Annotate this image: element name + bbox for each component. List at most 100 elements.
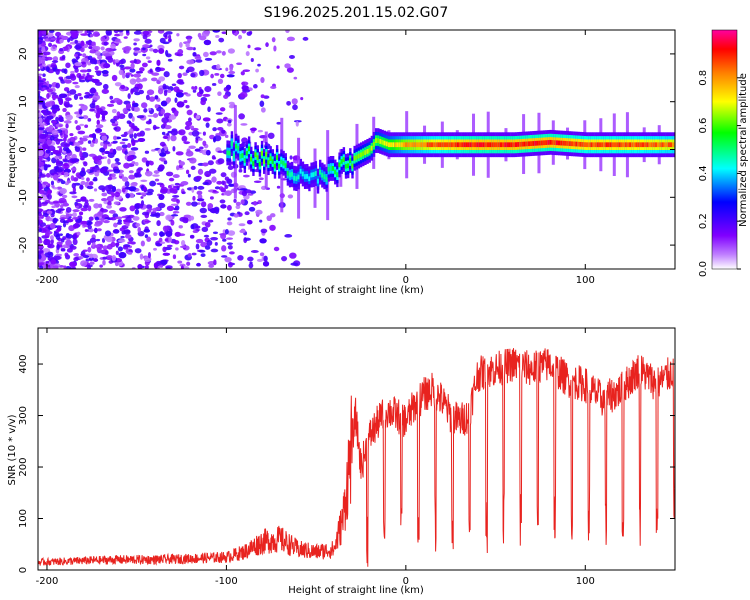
spectrogram-noise-cell (178, 129, 186, 136)
spectrogram-noise-cell (61, 54, 66, 60)
spectrogram-noise-cell (72, 81, 79, 85)
spectrogram-noise-cell (96, 228, 102, 232)
spectrogram-noise-cell (94, 128, 103, 133)
spectrogram-noise-cell (51, 104, 60, 110)
spectrogram-noise-cell (101, 197, 108, 202)
spectrogram-noise-cell (89, 261, 95, 265)
spectrogram-noise-cell (220, 187, 226, 193)
spectrogram-noise-cell (170, 134, 177, 142)
spectrogram-noise-cell (227, 244, 233, 250)
spectrogram-noise-cell (220, 255, 228, 258)
spectrogram-noise-cell (204, 221, 211, 228)
spectrogram-noise-cell (139, 253, 144, 260)
spectrogram-noise-cell (92, 31, 100, 37)
spectrogram-noise-cell (214, 186, 220, 190)
spectrogram-noise-cell (166, 205, 175, 212)
spectrogram-ridge-cell (355, 154, 359, 160)
spectrogram-ridge-cell (237, 145, 240, 151)
spectrogram-noise-cell (171, 83, 177, 87)
spectrogram-noise-cell (38, 50, 43, 56)
spectrogram-noise-cell (293, 76, 298, 80)
spectrogram-noise-cell (192, 195, 196, 201)
spectrogram-noise-cell (161, 131, 166, 136)
spectrogram-noise-cell (239, 188, 248, 191)
spectrogram-noise-cell (50, 92, 57, 95)
spectrogram-noise-cell (163, 160, 168, 165)
spectrogram-noise-cell (74, 202, 83, 209)
spectrogram-ridge-cell (344, 163, 348, 169)
spectrogram-noise-cell (144, 265, 149, 269)
spectrogram-noise-cell (93, 203, 100, 209)
spectrogram-noise-cell (38, 112, 42, 118)
spectrogram-noise-cell (162, 246, 167, 253)
spectrogram-noise-cell (118, 69, 124, 76)
spectrogram-ridge-cell (594, 142, 598, 148)
spectrogram-noise-cell (46, 139, 53, 145)
spectrogram-noise-cell (93, 188, 98, 192)
spectrogram-noise-cell (173, 207, 178, 211)
spectrogram-noise-cell (175, 151, 184, 156)
spectrogram-noise-cell (155, 67, 160, 70)
spectrogram-ridge-cell (471, 142, 475, 148)
spectrogram-ridge-cell (379, 139, 382, 144)
spectrogram-noise-cell (51, 185, 55, 188)
spectrogram-noise-cell (195, 243, 200, 250)
spectrogram-x-tick-label: 100 (576, 275, 595, 286)
spectrogram-noise-cell (47, 115, 54, 120)
spectrogram-noise-cell (216, 64, 221, 70)
spectrogram-noise-cell (219, 73, 225, 79)
spectrogram-noise-cell (134, 106, 140, 112)
spectrogram-noise-cell (133, 42, 137, 46)
spectrogram-noise-cell (215, 133, 222, 136)
spectrogram-noise-cell (116, 111, 121, 117)
spectrogram-noise-cell (134, 209, 140, 215)
spectrogram-noise-cell (177, 49, 184, 55)
spectrogram-noise-cell (58, 116, 64, 122)
spectrogram-noise-cell (248, 262, 254, 269)
spectrogram-noise-cell (121, 215, 128, 219)
spectrogram-noise-cell (63, 143, 71, 147)
spectrogram-noise-cell (93, 244, 100, 248)
spectrogram-noise-cell (241, 85, 249, 91)
spectrogram-ridge-cell (448, 142, 451, 148)
spectrogram-ridge-cell (629, 142, 632, 148)
spectrogram-ridge-cell (562, 140, 565, 146)
spectrogram-noise-cell (163, 85, 170, 90)
spectrogram-noise-cell (195, 114, 201, 120)
spectrogram-ridge-cell (299, 168, 303, 174)
spectrogram-noise-cell (189, 234, 195, 239)
spectrogram-ridge-cell (446, 142, 449, 148)
spectrogram-noise-cell (69, 261, 77, 267)
spectrogram-noise-cell (57, 208, 65, 211)
snr-y-ticks: 0 100 200 300 400 (18, 354, 675, 573)
spectrogram-noise-cell (226, 74, 235, 78)
spectrogram-noise-cell (122, 73, 126, 79)
spectrogram-noise-cell (126, 120, 132, 124)
spectrogram-ridge-cell (648, 142, 651, 148)
spectrogram-ridge-cell (495, 142, 498, 148)
spectrogram-noise-cell (65, 62, 71, 69)
spectrogram-noise-cell (71, 195, 78, 199)
spectrogram-noise-cell (125, 103, 132, 110)
spectrogram-noise-cell (189, 157, 197, 164)
spectrogram-ridge-cell (590, 142, 593, 148)
spectrogram-ridge-cell (626, 142, 630, 148)
spectrogram-noise-cell (237, 255, 244, 261)
spectrogram-noise-cell (45, 261, 50, 264)
spectrogram-noise-cell (165, 266, 171, 269)
spectrogram-noise-cell (38, 219, 41, 226)
spectrogram-ridge-cell (581, 142, 585, 147)
spectrogram-noise-cell (182, 265, 190, 269)
spectrogram-noise-cell (59, 233, 63, 236)
spectrogram-ridge-cell (497, 142, 501, 148)
spectrogram-noise-cell (208, 264, 215, 268)
spectrogram-noise-cell (191, 86, 195, 90)
spectrogram-ridge-cell (387, 142, 391, 148)
spectrogram-noise-cell (103, 41, 108, 46)
spectrogram-noise-cell (260, 107, 266, 113)
spectrogram-ridge-cell (420, 142, 423, 148)
spectrogram-ridge-cell (517, 142, 520, 147)
spectrogram-noise-cell (133, 30, 142, 35)
spectrogram-noise-cell (246, 220, 253, 225)
spectrogram-noise-cell (249, 261, 253, 265)
